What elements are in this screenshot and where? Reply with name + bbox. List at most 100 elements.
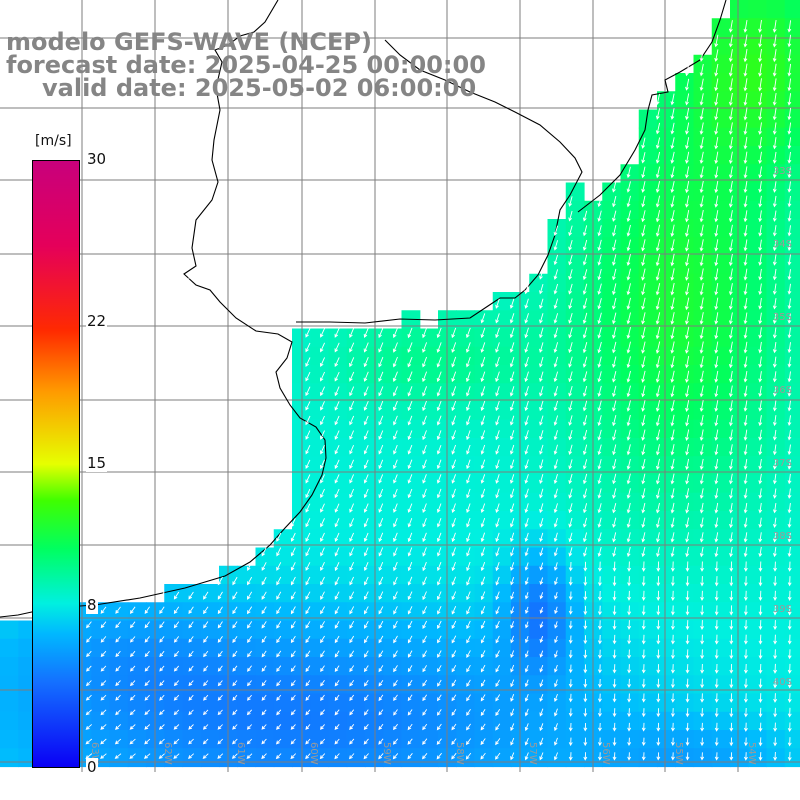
wind-cell <box>620 492 640 512</box>
wind-arrow <box>699 341 704 354</box>
wind-arrow <box>627 664 632 674</box>
wind-arrow <box>787 20 792 33</box>
wind-arrow <box>509 503 515 513</box>
wind-cell <box>711 620 731 640</box>
wind-arrow <box>290 650 296 658</box>
wind-cell <box>401 346 421 366</box>
wind-cell <box>346 383 366 403</box>
wind-cell <box>766 474 786 494</box>
wind-arrow <box>700 590 704 601</box>
wind-arrow <box>685 224 690 238</box>
wind-cell <box>565 602 585 622</box>
wind-arrow <box>422 459 427 470</box>
wind-arrow <box>772 429 777 441</box>
wind-arrow <box>261 562 267 571</box>
wind-cell <box>164 711 184 731</box>
wind-arrow <box>553 269 559 280</box>
wind-arrow <box>320 709 325 716</box>
wind-arrow <box>685 752 690 761</box>
wind-cell <box>383 438 403 457</box>
wind-arrow <box>743 400 748 412</box>
wind-cell <box>273 675 293 695</box>
wind-arrow <box>100 724 107 730</box>
wind-arrow <box>714 107 719 121</box>
wind-arrow <box>378 753 384 760</box>
wind-arrow <box>568 561 573 572</box>
wind-arrow <box>480 738 486 746</box>
wind-arrow <box>743 268 748 281</box>
wind-arrow <box>334 576 340 586</box>
wind-arrow <box>670 605 675 616</box>
wind-arrow <box>714 268 719 281</box>
wind-arrow <box>597 576 602 587</box>
wind-arrow <box>568 444 573 456</box>
wind-cell <box>401 474 421 494</box>
wind-arrow <box>568 225 573 237</box>
wind-arrow <box>378 532 384 543</box>
wind-arrow <box>393 459 398 470</box>
wind-cell <box>419 529 439 549</box>
wind-arrow <box>772 385 777 397</box>
wind-cell <box>419 565 439 585</box>
wind-arrow <box>276 635 282 644</box>
wind-cell <box>675 164 695 184</box>
wind-arrow <box>612 678 617 689</box>
wind-arrow <box>378 459 384 470</box>
wind-cell <box>292 602 311 622</box>
wind-arrow <box>758 341 763 354</box>
wind-cell <box>0 638 19 658</box>
wind-cell <box>766 602 786 622</box>
wind-arrow <box>510 752 515 761</box>
wind-arrow <box>685 502 690 514</box>
wind-arrow <box>685 326 690 340</box>
wind-cell <box>109 711 129 731</box>
argentina-coastline <box>0 0 327 618</box>
wind-arrow <box>173 694 180 701</box>
wind-cell <box>401 529 421 549</box>
wind-arrow <box>597 473 602 485</box>
wind-arrow <box>685 107 690 121</box>
wind-arrow <box>626 400 631 412</box>
wind-cell <box>693 456 713 476</box>
wind-arrow <box>685 678 690 689</box>
wind-arrow <box>480 415 486 426</box>
wind-arrow <box>699 239 704 252</box>
wind-arrow <box>407 503 413 513</box>
wind-arrow <box>539 298 544 309</box>
wind-arrow <box>758 298 763 310</box>
wind-arrow <box>670 532 675 543</box>
wind-cell <box>547 565 567 585</box>
wind-arrow <box>173 636 180 643</box>
wind-arrow <box>392 400 398 411</box>
wind-cell <box>620 310 640 330</box>
wind-cell <box>620 255 640 275</box>
wind-arrow <box>465 356 471 368</box>
wind-arrow <box>626 326 631 340</box>
wind-arrow <box>787 254 792 266</box>
wind-arrow <box>320 576 325 586</box>
wind-arrow <box>758 444 763 456</box>
wind-arrow <box>714 576 719 587</box>
wind-arrow <box>422 430 427 441</box>
wind-arrow <box>188 709 194 716</box>
wind-arrow <box>670 93 675 106</box>
wind-cell <box>657 657 676 676</box>
wind-cell <box>419 657 439 676</box>
wind-arrow <box>349 547 355 557</box>
wind-arrow <box>670 708 675 718</box>
longitude-labels: 63W 62W 61W 60W 59W 58W 57W 56W 55W 54W <box>89 742 757 765</box>
wind-cell <box>638 146 658 165</box>
latitude-label: 38S <box>773 531 792 542</box>
wind-cell <box>456 310 476 330</box>
wind-arrow <box>568 708 573 717</box>
wind-arrow <box>758 371 763 383</box>
wind-cell <box>711 438 731 457</box>
wind-cell <box>730 346 749 366</box>
wind-cell <box>730 565 749 585</box>
wind-cell <box>730 383 749 403</box>
wind-arrow <box>685 473 690 485</box>
wind-cell <box>638 584 658 603</box>
wind-arrow <box>363 342 369 353</box>
wind-arrow <box>626 253 631 267</box>
wind-arrow <box>422 503 427 513</box>
